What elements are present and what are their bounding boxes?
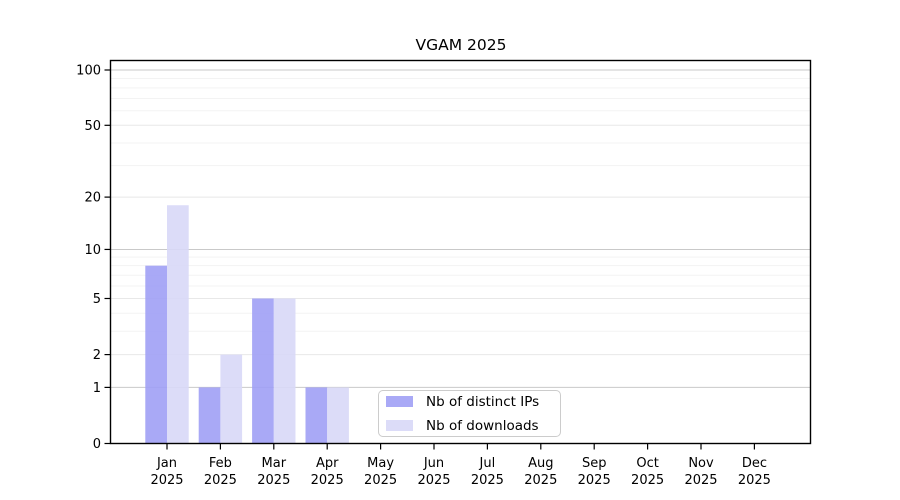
- bar-nb-of-distinct-ips-feb: [198, 387, 221, 444]
- legend: Nb of distinct IPs Nb of downloads: [378, 390, 561, 437]
- legend-item-downloads: Nb of downloads: [386, 418, 560, 434]
- y-tick-label-5: 5: [93, 292, 101, 307]
- x-tick-label-month-mar: Mar: [262, 456, 287, 471]
- y-tick-label-100: 100: [76, 64, 101, 79]
- x-tick-label-year-aug: 2025: [524, 473, 557, 488]
- y-tick-label-50: 50: [84, 119, 101, 134]
- x-tick-label-month-nov: Nov: [688, 456, 714, 471]
- x-tick-label-month-aug: Aug: [528, 456, 553, 471]
- bar-nb-of-downloads-feb: [220, 354, 243, 444]
- x-tick-label-month-jan: Jan: [156, 456, 177, 471]
- x-tick-label-month-apr: Apr: [316, 456, 339, 471]
- bar-nb-of-distinct-ips-apr: [305, 387, 328, 444]
- x-tick-label-year-jan: 2025: [150, 473, 183, 488]
- bar-nb-of-distinct-ips-jan: [145, 265, 167, 444]
- chart-title: VGAM 2025: [415, 36, 507, 54]
- y-tick-label-20: 20: [84, 191, 101, 206]
- x-tick-label-year-dec: 2025: [738, 473, 771, 488]
- x-tick-label-month-jul: Jul: [479, 456, 496, 471]
- y-tick-label-2: 2: [93, 348, 101, 363]
- x-tick-label-year-oct: 2025: [631, 473, 664, 488]
- x-tick-label-year-apr: 2025: [311, 473, 344, 488]
- x-tick-label-month-dec: Dec: [742, 456, 767, 471]
- y-tick-label-10: 10: [84, 243, 101, 258]
- x-tick-label-year-jun: 2025: [417, 473, 450, 488]
- legend-swatch-distinct-ips: [386, 396, 413, 407]
- x-tick-label-month-jun: Jun: [423, 456, 444, 471]
- x-tick-label-year-sep: 2025: [578, 473, 611, 488]
- x-tick-label-month-sep: Sep: [582, 456, 607, 471]
- x-tick-label-month-oct: Oct: [636, 456, 658, 471]
- legend-swatch-downloads: [386, 420, 413, 431]
- bar-nb-of-distinct-ips-mar: [252, 298, 274, 444]
- bar-nb-of-downloads-apr: [327, 387, 349, 444]
- x-tick-label-year-may: 2025: [364, 473, 397, 488]
- legend-item-distinct-ips: Nb of distinct IPs: [386, 394, 560, 410]
- x-tick-label-month-feb: Feb: [209, 456, 232, 471]
- x-tick-label-year-nov: 2025: [684, 473, 717, 488]
- legend-label-distinct-ips: Nb of distinct IPs: [426, 393, 540, 410]
- plot-frame: [109, 59, 812, 445]
- x-tick-label-year-mar: 2025: [257, 473, 290, 488]
- bar-nb-of-downloads-mar: [273, 298, 296, 444]
- y-tick-label-0: 0: [93, 437, 101, 452]
- x-tick-label-month-may: May: [367, 456, 394, 471]
- bar-nb-of-downloads-jan: [167, 205, 189, 444]
- x-tick-label-year-jul: 2025: [471, 473, 504, 488]
- x-tick-label-year-feb: 2025: [204, 473, 237, 488]
- y-tick-label-1: 1: [93, 381, 101, 396]
- legend-label-downloads: Nb of downloads: [426, 417, 539, 434]
